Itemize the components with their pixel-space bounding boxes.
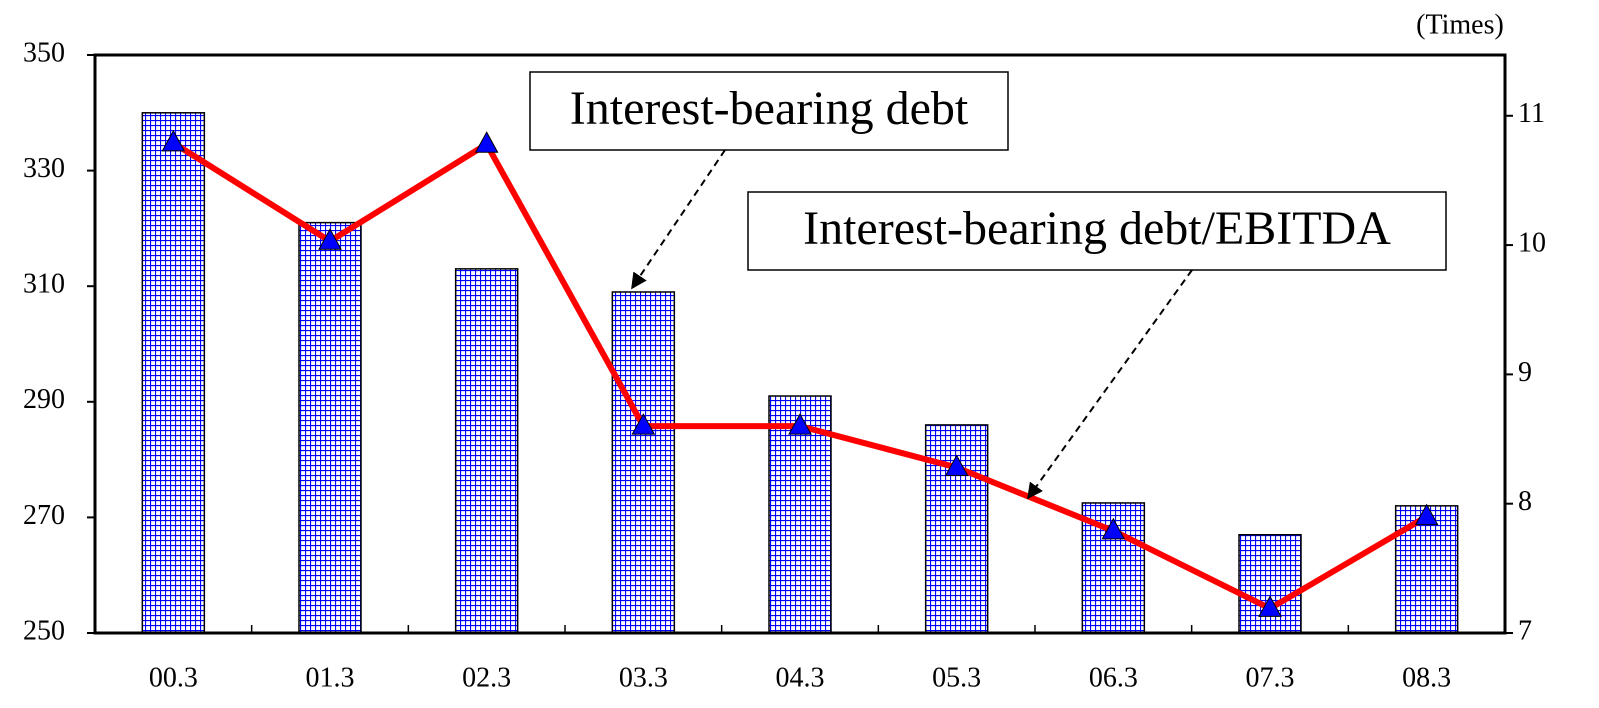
x-tick-label: 08.3 (1402, 662, 1451, 693)
x-tick-label: 06.3 (1089, 662, 1138, 693)
plot-area: 250 270 290 310 330 350 7 8 9 10 11 00.3 01.3 02.3 03.… (23, 37, 1546, 693)
x-tick-label: 07.3 (1246, 662, 1295, 693)
y-tick-label: 330 (23, 153, 65, 184)
plot-frame (93, 53, 1507, 635)
x-tick-label: 00.3 (149, 662, 198, 693)
line-marker (161, 129, 186, 152)
line-marker (1258, 595, 1282, 617)
y-tick-label: 270 (23, 500, 65, 531)
y2-tick-label: 11 (1518, 98, 1545, 129)
y-tick-label: 350 (23, 37, 65, 68)
bar (611, 291, 676, 634)
callout-box (529, 71, 1009, 151)
callout-arrow (631, 149, 726, 290)
y2-tick-label: 9 (1518, 357, 1532, 388)
callout-label: Interest-bearing debt/EBITDA (803, 202, 1391, 255)
y2-tick-label: 7 (1518, 615, 1532, 646)
x-tick-label: 05.3 (932, 662, 981, 693)
bar (768, 395, 832, 634)
x-tick-label: 03.3 (619, 662, 668, 693)
x-tick-label: 02.3 (462, 662, 511, 693)
y-tick-label: 310 (23, 269, 65, 300)
line-marker (1414, 503, 1439, 526)
line-marker (474, 131, 499, 153)
line-marker (944, 454, 969, 476)
bar (298, 221, 362, 634)
callout-arrow (1027, 269, 1193, 500)
line-marker (631, 413, 656, 435)
bar (454, 268, 519, 634)
line-marker (788, 413, 812, 435)
line-marker (1101, 517, 1126, 540)
bar (141, 112, 206, 634)
x-tick-label: 01.3 (306, 662, 355, 693)
x-tick-label: 04.3 (776, 662, 825, 693)
y2-tick-label: 10 (1518, 228, 1546, 259)
y-tick-label: 250 (23, 615, 65, 646)
bar (1238, 533, 1302, 634)
y2-axis-label: (Times) (1416, 9, 1504, 40)
callout-label: Interest-bearing debt (570, 82, 969, 135)
line-marker (318, 228, 342, 250)
y2-tick-label: 8 (1518, 486, 1532, 517)
y-tick-label: 290 (23, 384, 65, 415)
callout-box (747, 191, 1447, 271)
